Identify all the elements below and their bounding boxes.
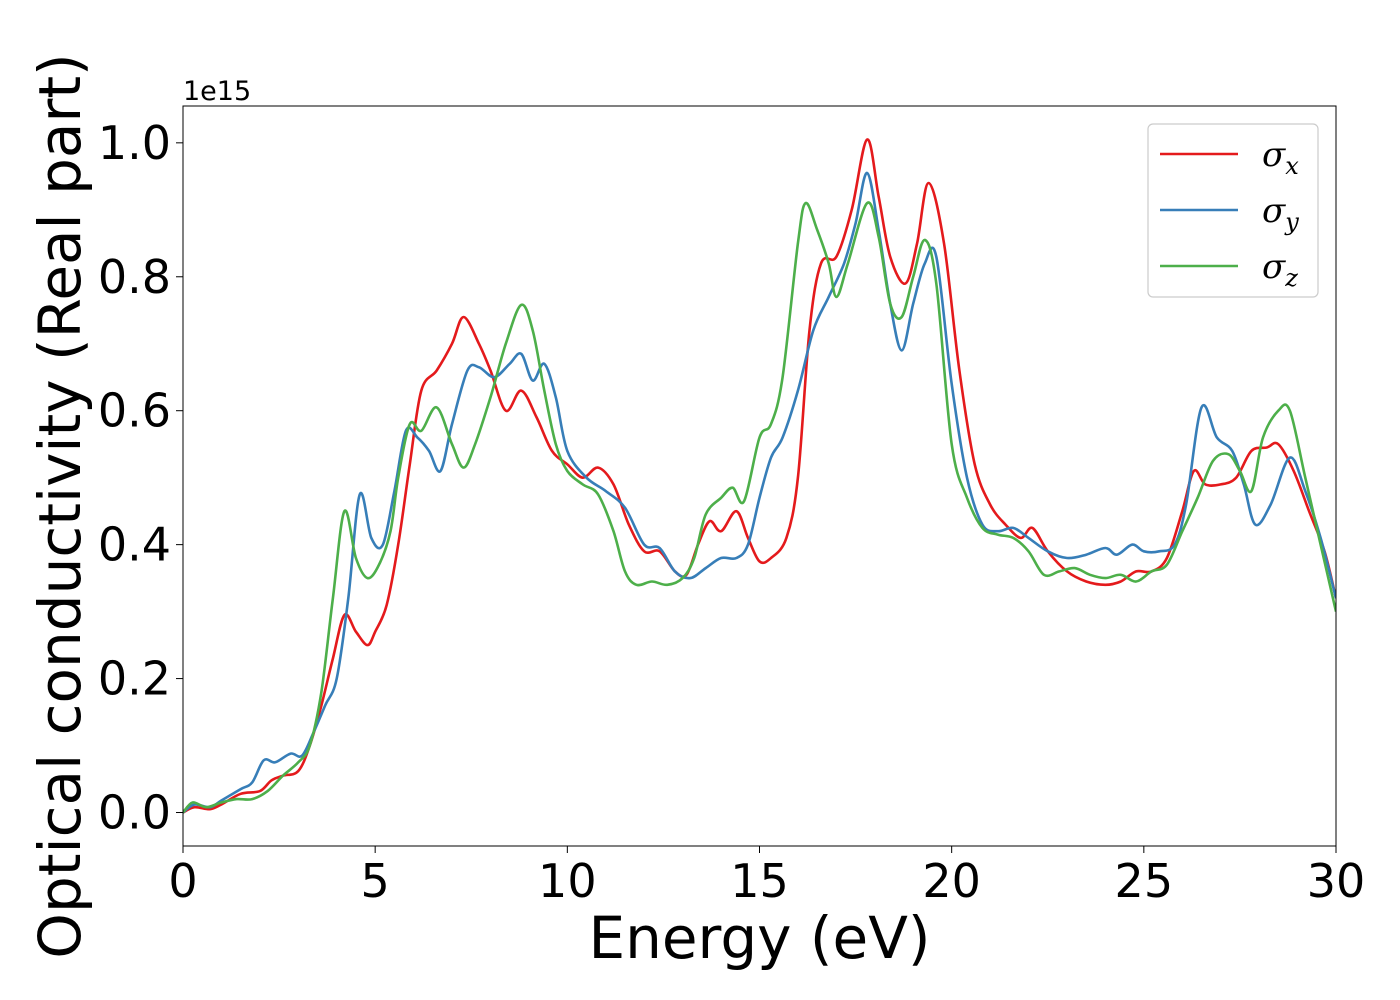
- x-tick-label: 5: [361, 854, 390, 908]
- series-line-z: [183, 201, 1336, 814]
- y-tick-label: 0.8: [98, 250, 171, 304]
- x-tick-label: 25: [1115, 854, 1174, 908]
- y-tick-label: 0.4: [98, 518, 171, 572]
- x-axis-title: Energy (eV): [588, 904, 930, 972]
- y-offset-label: 1e15: [183, 76, 251, 107]
- series-line-y: [183, 171, 1336, 814]
- y-tick-label: 0.2: [98, 652, 171, 706]
- x-tick-label: 30: [1307, 854, 1366, 908]
- x-tick-label: 0: [168, 854, 197, 908]
- y-axis: 0.0 0.2 0.4 0.6 0.8 1.0: [98, 116, 183, 840]
- y-tick-label: 0.6: [98, 384, 171, 438]
- x-tick-label: 10: [538, 854, 597, 908]
- legend-label-z: σz: [1262, 247, 1298, 292]
- legend-label-x: σx: [1262, 135, 1299, 180]
- y-tick-label: 0.0: [98, 786, 171, 840]
- legend: σx σy σz: [1147, 123, 1319, 298]
- y-axis-title: Optical conductivity (Real part): [26, 53, 94, 958]
- x-tick-label: 20: [922, 854, 981, 908]
- x-tick-label: 15: [730, 854, 789, 908]
- series-layer: [183, 138, 1336, 814]
- y-tick-label: 1.0: [98, 116, 171, 170]
- x-axis: 0 5 10 15 20 25 30: [168, 846, 1365, 908]
- legend-label-y: σy: [1262, 191, 1299, 236]
